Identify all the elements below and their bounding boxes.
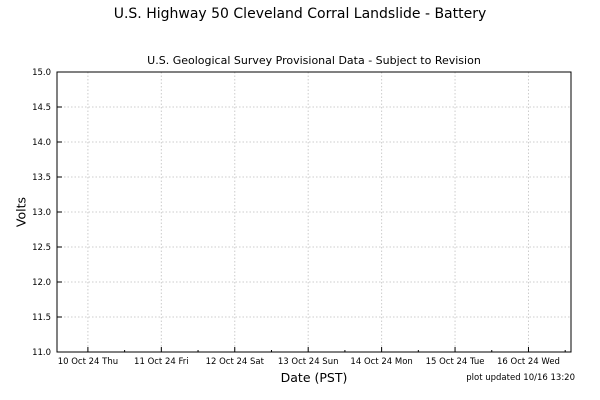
y-tick-label: 14.5 [32,103,51,113]
y-tick-label: 13.5 [32,173,51,183]
y-tick-label: 11.0 [32,348,51,358]
y-tick-label: 11.5 [32,313,51,323]
y-tick-label: 12.5 [32,243,51,253]
x-tick-label: 16 Oct 24 Wed [497,357,560,367]
y-tick-label: 12.0 [32,278,51,288]
y-tick-label: 14.0 [32,138,51,148]
plot-frame [56,71,572,353]
x-tick-label: 12 Oct 24 Sat [206,357,265,367]
x-tick-label: 11 Oct 24 Fri [134,357,189,367]
x-tick-label: 13 Oct 24 Sun [278,357,339,367]
y-tick-label: 13.0 [32,208,51,218]
plot-updated-note: plot updated 10/16 13:20 [466,373,575,383]
x-axis-label: Date (PST) [280,370,348,385]
chart-subtitle: U.S. Geological Survey Provisional Data … [147,54,481,67]
chart-title: U.S. Highway 50 Cleveland Corral Landsli… [113,6,487,22]
x-tick-label: 14 Oct 24 Mon [350,357,412,367]
x-tick-label: 10 Oct 24 Thu [58,357,118,367]
y-tick-label: 15.0 [32,68,51,78]
x-tick-label: 15 Oct 24 Tue [426,357,485,367]
